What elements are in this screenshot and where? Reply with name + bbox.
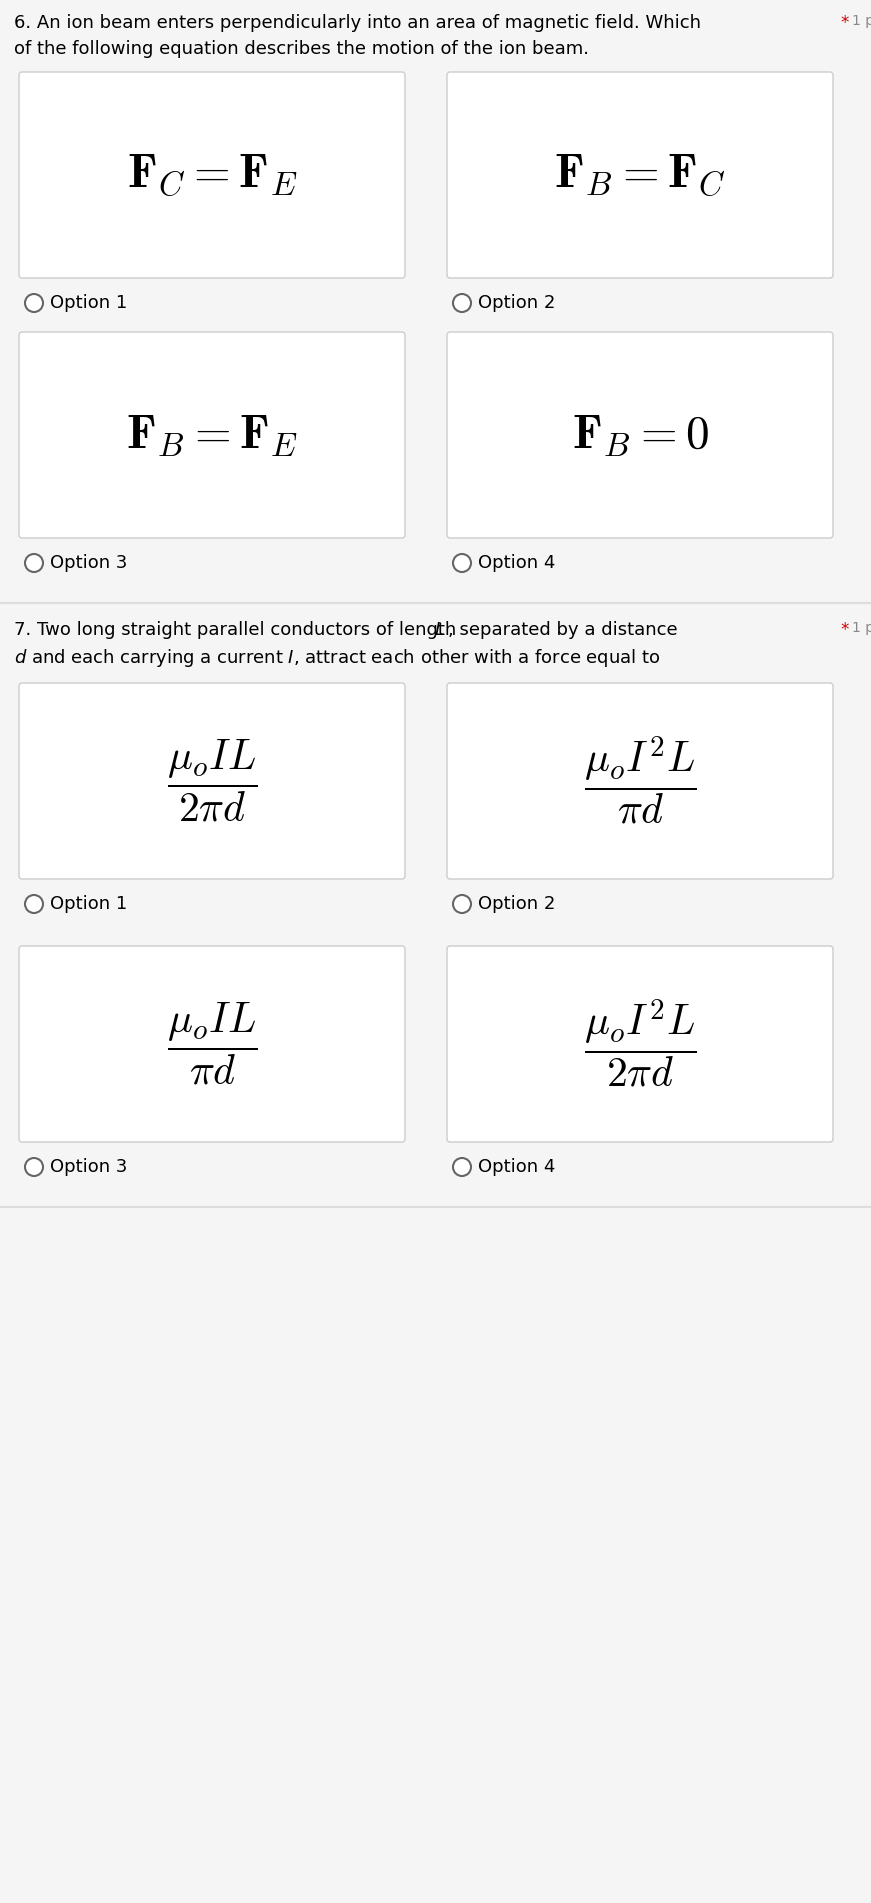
- Circle shape: [453, 293, 471, 312]
- FancyBboxPatch shape: [447, 683, 833, 879]
- Text: *: *: [840, 620, 848, 639]
- Circle shape: [453, 554, 471, 573]
- Text: Option 2: Option 2: [478, 293, 556, 312]
- Circle shape: [453, 894, 471, 913]
- Text: of the following equation describes the motion of the ion beam.: of the following equation describes the …: [14, 40, 589, 57]
- Text: $\mathbf{F}_B = \mathbf{F}_E$: $\mathbf{F}_B = \mathbf{F}_E$: [126, 413, 298, 457]
- FancyBboxPatch shape: [19, 72, 405, 278]
- Text: $\mathbf{F}_C = \mathbf{F}_E$: $\mathbf{F}_C = \mathbf{F}_E$: [126, 152, 297, 198]
- Circle shape: [25, 1159, 43, 1176]
- Text: Option 1: Option 1: [50, 894, 127, 913]
- Text: $\mathbf{F}_B = 0$: $\mathbf{F}_B = 0$: [571, 413, 708, 457]
- Circle shape: [25, 293, 43, 312]
- FancyBboxPatch shape: [447, 72, 833, 278]
- Text: 1 point: 1 point: [852, 620, 871, 636]
- Text: $\mathbf{F}_B = \mathbf{F}_C$: $\mathbf{F}_B = \mathbf{F}_C$: [554, 152, 726, 198]
- Text: Option 4: Option 4: [478, 554, 556, 573]
- FancyBboxPatch shape: [19, 683, 405, 879]
- Text: Option 3: Option 3: [50, 1159, 127, 1176]
- Text: *: *: [840, 13, 848, 32]
- Text: 6. An ion beam enters perpendicularly into an area of magnetic field. Which: 6. An ion beam enters perpendicularly in…: [14, 13, 701, 32]
- Text: $L$: $L$: [434, 620, 445, 639]
- FancyBboxPatch shape: [19, 946, 405, 1142]
- FancyBboxPatch shape: [19, 331, 405, 539]
- Circle shape: [453, 1159, 471, 1176]
- Text: Option 3: Option 3: [50, 554, 127, 573]
- FancyBboxPatch shape: [447, 331, 833, 539]
- Text: $d$ and each carrying a current $I$, attract each other with a force equal to: $d$ and each carrying a current $I$, att…: [14, 647, 660, 670]
- Circle shape: [25, 894, 43, 913]
- Text: Option 1: Option 1: [50, 293, 127, 312]
- Text: Option 2: Option 2: [478, 894, 556, 913]
- Text: $\dfrac{\mu_o I^2 L}{\pi d}$: $\dfrac{\mu_o I^2 L}{\pi d}$: [584, 735, 697, 828]
- Text: $\dfrac{\mu_o I^2 L}{2\pi d}$: $\dfrac{\mu_o I^2 L}{2\pi d}$: [584, 997, 697, 1090]
- FancyBboxPatch shape: [447, 946, 833, 1142]
- Text: Option 4: Option 4: [478, 1159, 556, 1176]
- Text: 7. Two long straight parallel conductors of length: 7. Two long straight parallel conductors…: [14, 620, 462, 639]
- Text: 1 point: 1 point: [852, 13, 871, 29]
- Text: , separated by a distance: , separated by a distance: [448, 620, 678, 639]
- Text: $\dfrac{\mu_o IL}{2\pi d}$: $\dfrac{\mu_o IL}{2\pi d}$: [166, 738, 257, 824]
- Circle shape: [25, 554, 43, 573]
- Text: $\dfrac{\mu_o IL}{\pi d}$: $\dfrac{\mu_o IL}{\pi d}$: [166, 1001, 257, 1087]
